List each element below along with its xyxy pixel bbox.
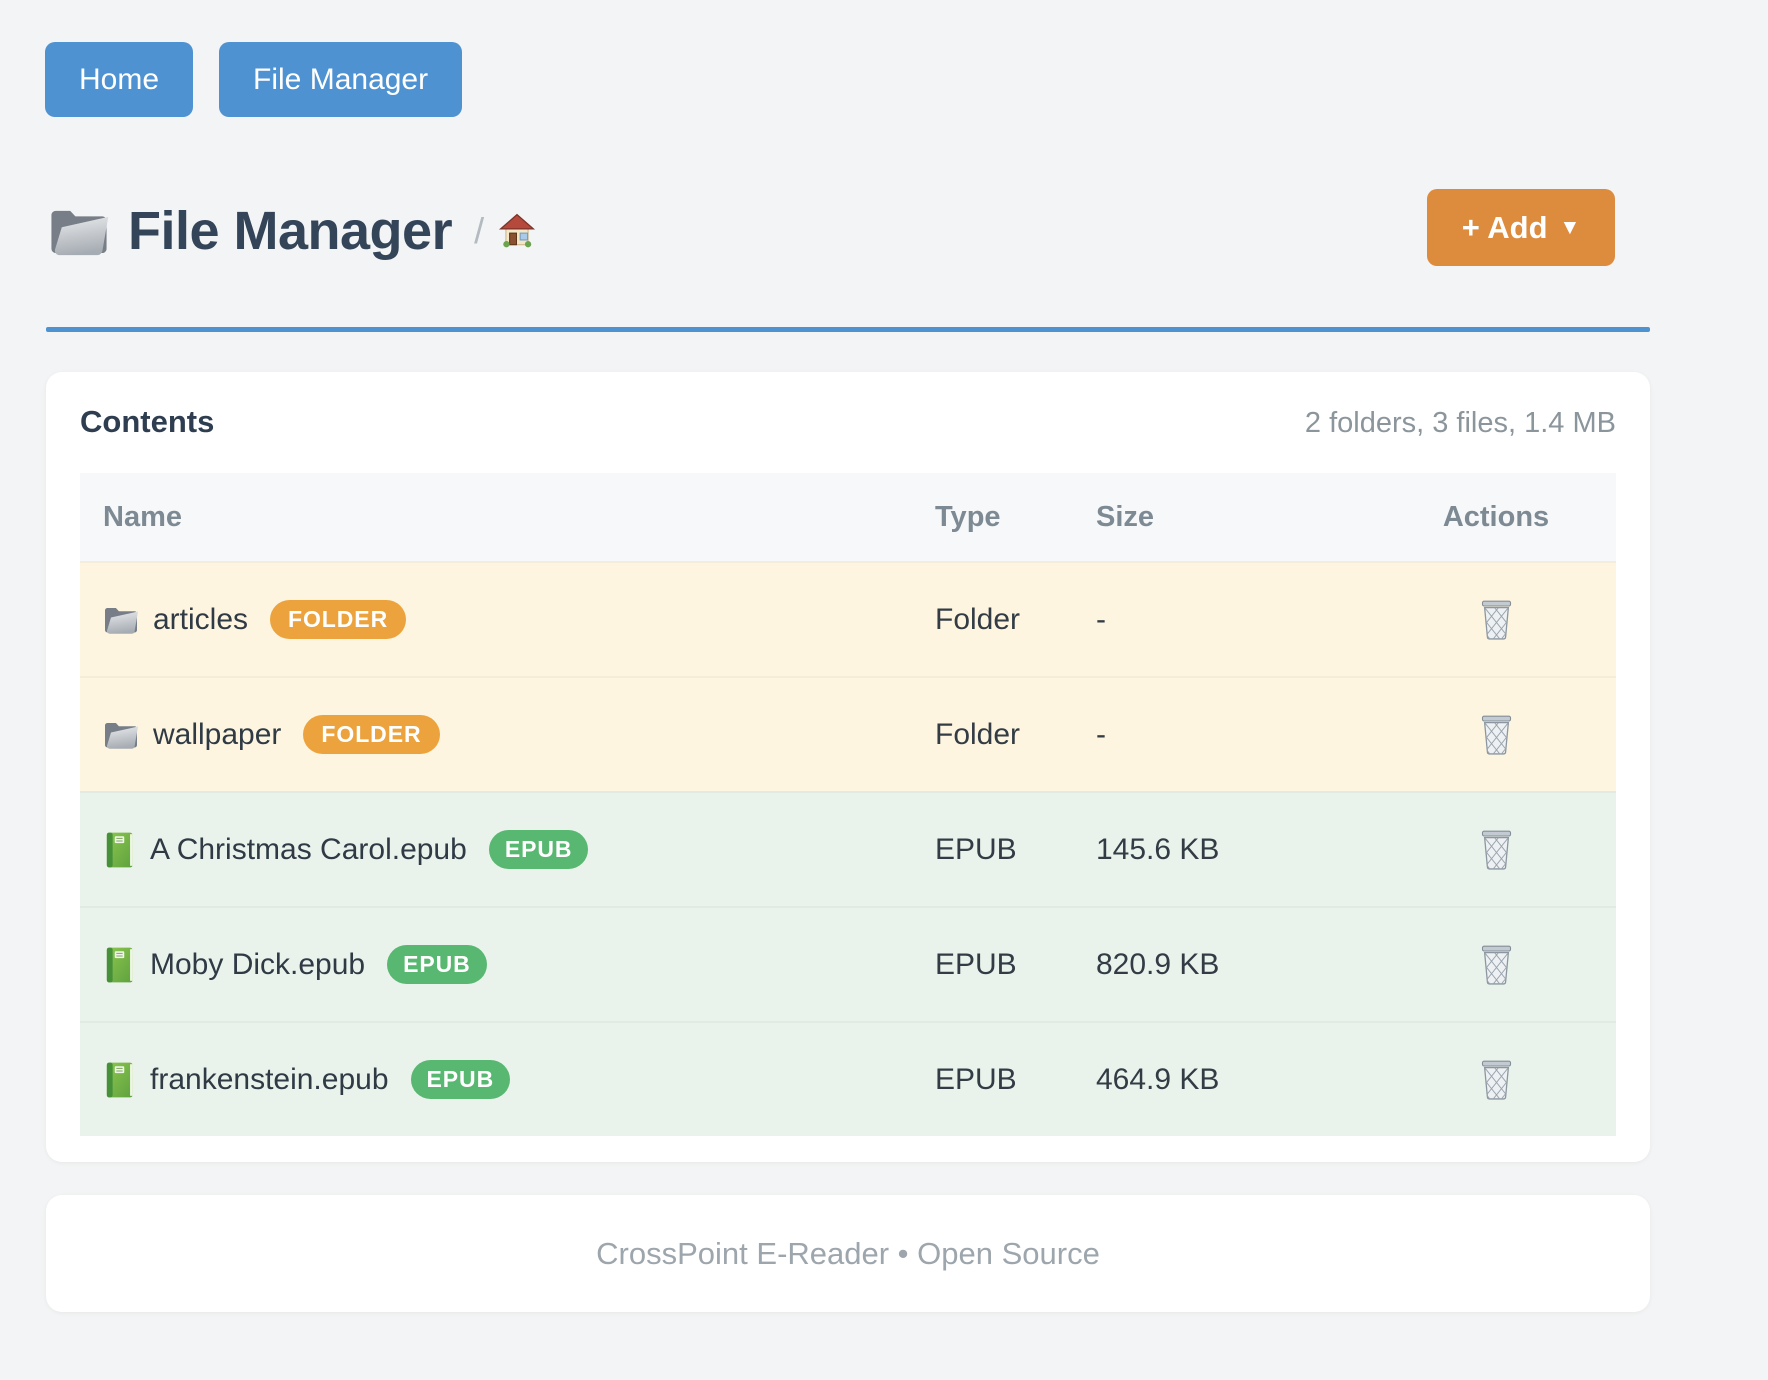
- folder-badge: FOLDER: [303, 715, 440, 754]
- file-size: 464.9 KB: [1096, 1062, 1220, 1096]
- table-row-christmas-carol[interactable]: A Christmas Carol.epub EPUB EPUB 145.6 K…: [80, 791, 1616, 906]
- file-size: 820.9 KB: [1096, 947, 1220, 981]
- column-header-type: Type: [935, 500, 1001, 533]
- file-type: EPUB: [935, 1062, 1017, 1096]
- column-header-size: Size: [1096, 500, 1155, 533]
- file-size: -: [1096, 602, 1106, 636]
- wastebasket-icon: [1478, 944, 1515, 985]
- folder-badge: FOLDER: [270, 600, 407, 639]
- wastebasket-icon: [1478, 714, 1515, 755]
- file-size: 145.6 KB: [1096, 832, 1220, 866]
- table-row-articles[interactable]: articles FOLDER Folder -: [80, 561, 1616, 676]
- title-divider: [46, 327, 1650, 332]
- delete-button[interactable]: [1476, 942, 1517, 987]
- file-name-cell: Moby Dick.epub EPUB: [80, 945, 935, 984]
- file-name-cell: A Christmas Carol.epub EPUB: [80, 830, 935, 869]
- add-button-label: + Add: [1461, 209, 1548, 245]
- file-name: articles: [153, 602, 249, 636]
- column-header-name: Name: [103, 500, 182, 533]
- contents-title: Contents: [80, 404, 215, 439]
- footer-card: CrossPoint E-Reader • Open Source: [46, 1195, 1650, 1312]
- table-row-frankenstein[interactable]: frankenstein.epub EPUB EPUB 464.9 KB: [80, 1021, 1616, 1136]
- green-book-icon: [103, 946, 136, 984]
- page-header: File Manager /: [48, 200, 536, 262]
- file-type: EPUB: [935, 832, 1017, 866]
- breadcrumb-home-link[interactable]: [498, 213, 536, 249]
- file-name-cell: articles FOLDER: [80, 600, 935, 639]
- green-book-icon: [103, 1061, 136, 1099]
- actions-cell: [1376, 597, 1616, 642]
- file-manager-button[interactable]: File Manager: [219, 42, 463, 117]
- page-title: File Manager: [128, 201, 453, 261]
- actions-cell: [1376, 1057, 1616, 1102]
- file-name: frankenstein.epub: [150, 1062, 389, 1096]
- file-type: Folder: [935, 717, 1021, 751]
- top-nav: Home File Manager: [45, 42, 463, 117]
- contents-summary: 2 folders, 3 files, 1.4 MB: [1304, 407, 1616, 439]
- epub-badge: EPUB: [488, 830, 589, 869]
- contents-card-header: Contents 2 folders, 3 files, 1.4 MB: [80, 404, 1616, 444]
- file-name: Moby Dick.epub: [150, 947, 366, 981]
- actions-cell: [1376, 827, 1616, 872]
- file-name-cell: frankenstein.epub EPUB: [80, 1060, 935, 1099]
- wastebasket-icon: [1478, 1059, 1515, 1100]
- file-table-header: Name Type Size Actions: [80, 473, 1616, 561]
- green-book-icon: [103, 831, 136, 869]
- home-button[interactable]: Home: [45, 42, 194, 117]
- delete-button[interactable]: [1476, 1057, 1517, 1102]
- table-row-moby-dick[interactable]: Moby Dick.epub EPUB EPUB 820.9 KB: [80, 906, 1616, 1021]
- delete-button[interactable]: [1476, 712, 1517, 757]
- table-row-wallpaper[interactable]: wallpaper FOLDER Folder -: [80, 676, 1616, 791]
- file-name: A Christmas Carol.epub: [150, 832, 467, 866]
- open-folder-icon: [103, 718, 139, 752]
- wastebasket-icon: [1478, 599, 1515, 640]
- file-type: EPUB: [935, 947, 1017, 981]
- column-header-actions: Actions: [1442, 500, 1550, 533]
- file-type: Folder: [935, 602, 1021, 636]
- open-folder-icon: [103, 603, 139, 637]
- file-size: -: [1096, 717, 1106, 751]
- file-name-cell: wallpaper FOLDER: [80, 715, 935, 754]
- footer-text: CrossPoint E-Reader • Open Source: [596, 1235, 1100, 1271]
- delete-button[interactable]: [1476, 597, 1517, 642]
- actions-cell: [1376, 942, 1616, 987]
- wastebasket-icon: [1478, 829, 1515, 870]
- delete-button[interactable]: [1476, 827, 1517, 872]
- epub-badge: EPUB: [410, 1060, 511, 1099]
- caret-down-icon: ▼: [1559, 216, 1581, 239]
- open-folder-icon: [48, 203, 110, 260]
- contents-card: Contents 2 folders, 3 files, 1.4 MB Name…: [46, 372, 1650, 1162]
- file-table: Name Type Size Actions articles FOLDER F…: [80, 473, 1616, 1136]
- breadcrumb-separator: /: [474, 210, 485, 251]
- epub-badge: EPUB: [387, 945, 487, 984]
- actions-cell: [1376, 712, 1616, 757]
- add-button[interactable]: + Add ▼: [1427, 189, 1615, 266]
- house-icon: [498, 213, 536, 249]
- file-name: wallpaper: [153, 717, 282, 751]
